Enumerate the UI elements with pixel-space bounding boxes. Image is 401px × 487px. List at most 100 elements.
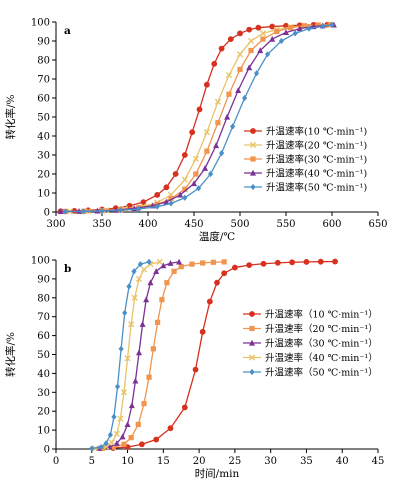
data-point xyxy=(156,258,163,265)
data-point xyxy=(163,198,170,205)
data-point xyxy=(203,81,210,88)
series-line xyxy=(65,24,333,213)
data-point xyxy=(211,60,218,67)
data-point xyxy=(146,374,152,380)
data-point xyxy=(213,142,220,149)
data-point xyxy=(128,435,134,441)
data-point xyxy=(128,402,135,409)
data-point xyxy=(113,430,120,437)
legend-marker xyxy=(250,169,256,176)
data-point xyxy=(292,30,298,37)
data-point xyxy=(203,129,210,136)
series-3 xyxy=(95,258,183,452)
y-tick-label: 70 xyxy=(37,75,50,86)
y-tick-label: 40 xyxy=(37,132,50,143)
data-point xyxy=(122,309,128,317)
data-point xyxy=(202,165,209,171)
data-point xyxy=(274,259,281,266)
data-point xyxy=(253,70,260,77)
data-point xyxy=(269,35,276,42)
data-point xyxy=(81,208,87,215)
y-tick-label: 30 xyxy=(37,388,50,399)
data-point xyxy=(246,64,253,71)
data-point xyxy=(131,294,138,301)
y-axis-label: 转化率/% xyxy=(4,94,17,139)
series-line xyxy=(95,261,160,450)
data-point xyxy=(289,259,296,266)
data-point xyxy=(154,191,161,198)
data-point xyxy=(124,355,131,362)
data-point xyxy=(167,260,174,266)
legend-label: 升温速率（10 ℃·min⁻¹） xyxy=(265,309,378,321)
legend-label: 升温速率(40 ℃·min⁻¹) xyxy=(266,168,367,180)
y-tick-label: 30 xyxy=(37,151,50,162)
chart-b: 0 5 10 15 20 25 30 35 40 45 0 10 20 30 40 50 60 70 80 90 100… xyxy=(4,256,384,481)
data-point xyxy=(296,25,303,32)
legend-marker xyxy=(250,156,256,162)
data-point xyxy=(119,433,126,440)
legend: 升温速率（10 ℃·min⁻¹） 升温速率（20 ℃·min⁻¹） 升温速率（30 … xyxy=(243,309,378,379)
y-tick-label: 80 xyxy=(37,293,50,304)
data-point xyxy=(159,297,165,303)
data-point xyxy=(62,208,68,215)
data-point xyxy=(218,45,225,52)
y-tick-label: 0 xyxy=(44,445,50,456)
data-point xyxy=(320,23,326,30)
x-tick-label: 600 xyxy=(322,219,341,230)
data-point xyxy=(199,328,206,335)
data-point xyxy=(191,180,197,187)
x-tick-label: 40 xyxy=(336,456,349,467)
x-tick-label: 15 xyxy=(157,456,170,467)
data-point xyxy=(120,389,128,396)
data-point xyxy=(182,194,188,201)
legend-label: 升温速率(20 ℃·min⁻¹) xyxy=(266,140,367,152)
x-tick-label: 300 xyxy=(46,219,65,230)
data-point xyxy=(192,155,199,162)
data-point xyxy=(248,47,254,54)
legend-label: 升温速率(50 ℃·min⁻¹) xyxy=(266,182,367,194)
legend-label: 升温速率(10 ℃·min⁻¹) xyxy=(266,126,367,138)
data-point xyxy=(143,296,150,303)
data-point xyxy=(196,185,202,192)
data-point xyxy=(260,36,266,42)
legend-label: 升温速率（20 ℃·min⁻¹） xyxy=(265,323,378,335)
data-point xyxy=(247,37,255,45)
series-5 xyxy=(62,21,335,215)
y-tick-label: 90 xyxy=(37,274,50,285)
data-point xyxy=(329,21,335,29)
y-tick-label: 20 xyxy=(37,170,50,181)
data-point xyxy=(219,150,225,157)
data-point xyxy=(196,106,203,113)
y-tick-label: 90 xyxy=(37,37,50,48)
data-point xyxy=(274,28,280,35)
x-tick-label: 5 xyxy=(89,456,95,467)
x-tick-label: 45 xyxy=(372,456,385,467)
x-tick-label: 400 xyxy=(138,219,157,230)
x-tick-label: 550 xyxy=(276,219,295,230)
data-point xyxy=(136,349,143,356)
y-tick-label: 20 xyxy=(37,407,50,418)
y-tick-label: 50 xyxy=(37,350,50,361)
data-point xyxy=(259,30,267,37)
data-point xyxy=(113,440,120,446)
data-point xyxy=(200,260,206,266)
legend-marker xyxy=(249,311,255,317)
legend-marker xyxy=(249,368,255,376)
data-point xyxy=(118,345,124,352)
data-point xyxy=(117,415,124,422)
legend-label: 升温速率（40 ℃·min⁻¹） xyxy=(265,352,378,364)
data-point xyxy=(214,279,220,286)
data-point xyxy=(57,208,64,215)
data-point xyxy=(137,261,144,268)
data-point xyxy=(138,441,145,448)
x-axis-label: 温度/℃ xyxy=(199,230,236,243)
data-point xyxy=(301,23,307,29)
data-point xyxy=(181,404,188,411)
data-point xyxy=(221,270,228,277)
y-tick-label: 0 xyxy=(44,208,50,219)
data-point xyxy=(278,37,284,45)
data-point xyxy=(236,51,244,58)
data-point xyxy=(181,152,188,158)
y-tick-label: 10 xyxy=(37,426,50,437)
data-point xyxy=(155,319,161,325)
